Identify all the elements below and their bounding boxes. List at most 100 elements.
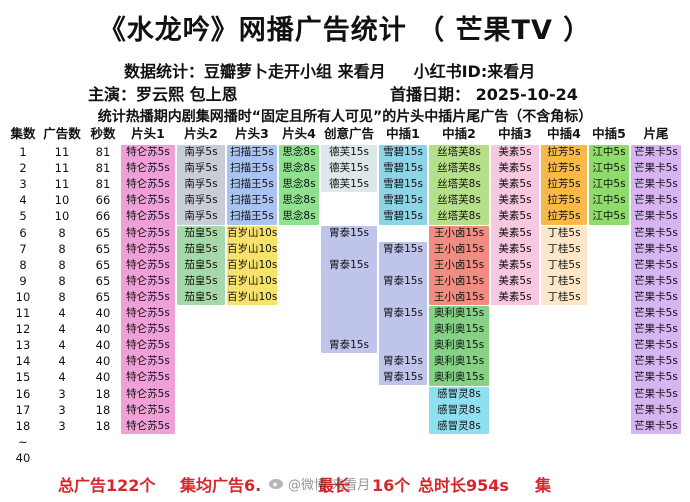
- ad-bar: 德芙15s 德芙15s 德芙15s: [321, 145, 377, 193]
- ad-label: 雪碧15s: [383, 210, 423, 223]
- seconds-cell: 66: [95, 209, 111, 224]
- ad-label: 胃泰15s: [329, 258, 369, 271]
- ad-label: 王小卤15s: [433, 274, 485, 287]
- ad-bar: 特仑苏5s 特仑苏5s 特仑苏5s 特仑苏5s 特仑苏5s 特仑苏5s 特仑苏5s 特仑苏5s…: [121, 145, 175, 434]
- ad-label: 拉芳5s: [547, 162, 581, 175]
- ad-bar: 感冒灵8s 感冒灵8s 感冒灵8s: [429, 386, 489, 434]
- ad-label: 芒果卡5s: [634, 339, 678, 352]
- seconds-cell: 81: [95, 177, 111, 192]
- episode-cell: 8: [19, 257, 27, 272]
- episode-cell: 18: [15, 418, 31, 433]
- ad-bar: 茄皇5s 茄皇5s 茄皇5s 茄皇5s 茄皇5s: [177, 225, 225, 305]
- cast-text: 主演：罗云熙 包上恩: [88, 85, 238, 104]
- ad-label: 茄皇5s: [184, 274, 218, 287]
- seconds-cell: [86, 451, 120, 466]
- table-row: 14 4 40: [8, 354, 678, 369]
- ad-label: 美素5s: [498, 178, 532, 191]
- ad-bar: 王小卤15s 王小卤15s 王小卤15s 王小卤15s 王小卤15s: [429, 225, 489, 305]
- seconds-cell: 65: [95, 225, 111, 240]
- page-title: 《水龙吟》网播广告统计 （ 芒果TV ）: [98, 15, 592, 46]
- ad-label: 胃泰15s: [383, 306, 423, 319]
- episode-cell: 40: [15, 450, 31, 465]
- ad-label: 芒果卡5s: [634, 194, 678, 207]
- column-header: 中插4: [547, 126, 581, 141]
- ad-label: 胃泰15s: [383, 274, 423, 287]
- ad-label: 江中5s: [592, 194, 626, 207]
- ad-label: 百岁山10s: [227, 226, 277, 239]
- ad-label: 奥利奥15s: [433, 323, 485, 336]
- ad-label: 百岁山10s: [227, 290, 277, 303]
- stats-credit: 数据统计：豆瓣萝卜走开小组 来看月 小红书ID:来看月: [124, 58, 535, 82]
- ad-label: 芒果卡5s: [634, 210, 678, 223]
- episode-cell: 12: [15, 322, 31, 337]
- episode-cell: 1: [19, 145, 27, 159]
- ad-label: 特仑苏5s: [126, 242, 170, 255]
- ad-label: 思念8s: [282, 162, 316, 175]
- ad-label: 扫描王5s: [230, 162, 274, 175]
- ad-count-cell: 4: [58, 322, 66, 337]
- ad-label: 扫描王5s: [230, 178, 274, 191]
- ad-label: 美素5s: [498, 194, 532, 207]
- ad-label: 江中5s: [592, 146, 626, 158]
- ad-label: 扫描王5s: [230, 194, 274, 207]
- ad-label: 丝塔芙8s: [437, 178, 481, 191]
- ad-label: 芒果卡5s: [634, 387, 678, 400]
- ad-label: 德芙15s: [329, 178, 369, 191]
- seconds-cell: 18: [95, 402, 111, 417]
- ad-label: 雪碧15s: [383, 178, 423, 191]
- ad-label: 芒果卡5s: [634, 274, 678, 287]
- ad-count-cell: 10: [54, 209, 70, 224]
- ad-label: 美素5s: [498, 290, 532, 303]
- ad-label: 拉芳5s: [547, 146, 581, 158]
- ad-label: 丝塔芙8s: [437, 210, 481, 223]
- ad-label: 德芙15s: [329, 146, 369, 158]
- table-row: 18 3 18: [8, 419, 678, 434]
- ad-label: 雪碧15s: [383, 162, 423, 175]
- seconds-cell: 40: [95, 306, 111, 320]
- ad-count-cell: 4: [58, 306, 66, 320]
- column-header: 创意广告: [323, 126, 374, 141]
- seconds-cell: 65: [95, 257, 111, 272]
- ad-count-cell: 8: [58, 257, 66, 272]
- episode-cell: 9: [19, 273, 27, 288]
- ad-label: 胃泰15s: [383, 371, 423, 384]
- ad-count-cell: 8: [58, 289, 66, 304]
- column-header: 片头1: [131, 126, 165, 141]
- ad-bar: 美素5s 美素5s 美素5s 美素5s 美素5s 美素5s 美素5s 美素5s 美素5s 美素5s: [491, 145, 539, 305]
- ad-bar: 丁桂5s 丁桂5s 丁桂5s 丁桂5s 丁桂5s: [541, 225, 587, 305]
- seconds-cell: 65: [95, 273, 111, 288]
- seconds-cell: 40: [95, 322, 111, 337]
- ad-label: 特仑苏5s: [126, 403, 170, 416]
- ad-label: 特仑苏5s: [126, 387, 170, 400]
- ad-label: 特仑苏5s: [126, 226, 170, 239]
- ad-label: 芒果卡5s: [634, 403, 678, 416]
- table-row: 12 4 40: [8, 322, 678, 337]
- ad-label: 芒果卡5s: [634, 307, 678, 319]
- ad-count-cell: [38, 451, 86, 466]
- column-header: 中插1: [386, 126, 420, 141]
- ad-bar: 胃泰15s 胃泰15s 胃泰15s 胃泰15s 胃泰15s: [379, 241, 427, 386]
- ad-label: 特仑苏5s: [126, 162, 170, 175]
- ad-label: 王小卤15s: [433, 290, 485, 303]
- table-row: 9 8 65: [8, 274, 678, 289]
- column-header: 集数: [10, 126, 36, 141]
- weibo-icon: [269, 479, 283, 489]
- ad-label: 茄皇5s: [184, 242, 218, 255]
- column-header: 秒数: [90, 126, 116, 141]
- ad-count-cell: 8: [58, 241, 66, 256]
- ad-label: 南孚5s: [184, 178, 218, 191]
- ad-label: 感冒灵8s: [437, 419, 481, 432]
- table-row: 4 10 66: [8, 193, 678, 208]
- table-row: 15 4 40: [8, 370, 678, 385]
- ad-label: 特仑苏5s: [126, 274, 170, 287]
- episode-cell: 6: [19, 225, 27, 240]
- ad-label: 芒果卡5s: [634, 323, 678, 336]
- ad-bar: 雪碧15s 雪碧15s 雪碧15s 雪碧15s 雪碧15s: [379, 145, 427, 225]
- watermark-text: @微博 来看月: [288, 478, 371, 493]
- table-row: ~: [8, 435, 678, 450]
- table-row: 11 4 40: [8, 306, 678, 321]
- xiaohongshu-id: 小红书ID:来看月: [413, 62, 536, 81]
- ad-label: 特仑苏5s: [126, 371, 170, 384]
- ad-label: 雪碧15s: [383, 194, 423, 207]
- episode-cell: 3: [19, 177, 27, 192]
